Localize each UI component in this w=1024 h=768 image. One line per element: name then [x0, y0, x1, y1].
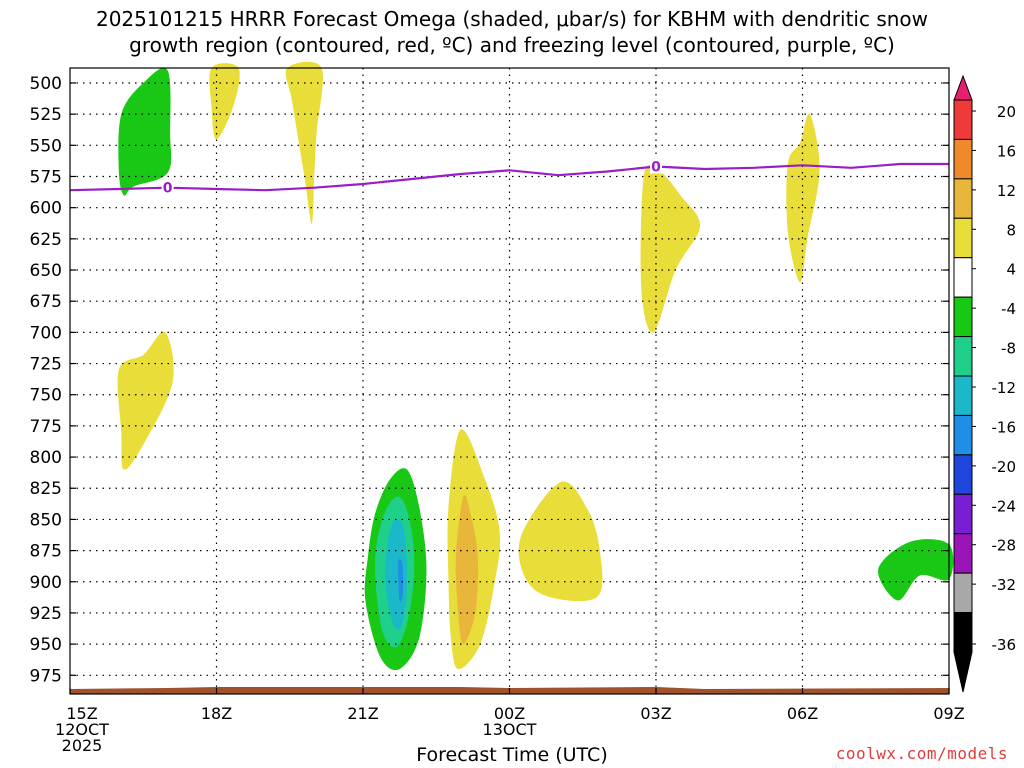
colorbar-label: 4 — [1006, 261, 1016, 279]
omega-region-4 — [518, 481, 603, 602]
omega-region--8 — [118, 67, 172, 196]
colorbar-label: -12 — [992, 379, 1017, 397]
omega-region-4 — [209, 63, 240, 140]
omega-region--8 — [878, 539, 954, 601]
freezing-level-label: 0 — [651, 160, 661, 176]
freezing-level-label: 0 — [163, 181, 173, 197]
colorbar-cell — [953, 217, 973, 259]
y-tick-label: 500 — [30, 74, 62, 94]
omega-region-4 — [640, 164, 701, 333]
y-tick-label: 775 — [30, 417, 62, 437]
x-tick-label: 03Z — [640, 704, 671, 723]
x-tick-label: 06Z — [787, 704, 818, 723]
chart-title-line1: 2025101215 HRRR Forecast Omega (shaded, … — [95, 7, 929, 31]
colorbar-cell — [953, 99, 973, 140]
colorbar-label: -4 — [1001, 300, 1016, 318]
freezing-level-line — [69, 162, 949, 192]
omega-region--16 — [384, 519, 408, 630]
y-tick-label: 550 — [30, 136, 62, 156]
colorbar-bottom-triangle — [953, 651, 973, 693]
colorbar: 20 16 12 8 4 -4 -8 -12 -16 -20 -24 -28 -32 -36 — [953, 74, 1017, 693]
credit-link[interactable]: coolwx.com/models — [835, 744, 1008, 763]
omega-region--20 — [398, 558, 404, 603]
y-tick-label: 525 — [30, 105, 62, 125]
y-tick-label: 575 — [30, 167, 62, 187]
x-tick-label: 09Z — [933, 704, 964, 723]
y-tick-label: 975 — [30, 666, 62, 686]
colorbar-cell — [953, 612, 973, 653]
colorbar-label: 8 — [1006, 221, 1016, 239]
colorbar-label: -28 — [992, 537, 1017, 555]
y-tick-label: 625 — [30, 230, 62, 250]
y-tick-label: 825 — [30, 479, 62, 499]
freezing-level-layer: 00 — [69, 158, 949, 197]
colorbar-label: -32 — [992, 576, 1017, 594]
y-tick-label: 950 — [30, 635, 62, 655]
omega-shaded-regions — [117, 61, 954, 671]
colorbar-cell — [953, 375, 973, 416]
colorbar-cell — [953, 257, 973, 298]
y-tick-label: 725 — [30, 355, 62, 375]
colorbar-label: 20 — [997, 103, 1016, 121]
x-tick-label: 12OCT — [55, 720, 109, 739]
x-tick-label: 21Z — [347, 704, 378, 723]
y-tick-label: 925 — [30, 604, 62, 624]
colorbar-cell — [953, 414, 973, 456]
omega-region-4 — [117, 331, 174, 470]
colorbar-label: -20 — [992, 458, 1017, 476]
colorbar-label: -36 — [992, 636, 1017, 654]
colorbar-cell — [953, 138, 973, 180]
x-tick-label: 2025 — [62, 736, 103, 755]
freezing-label-bg — [650, 158, 662, 174]
omega-region-8 — [455, 494, 479, 645]
y-axis: 500 525 550 575 600 625 650 675 700 725 750 775 800 8… — [30, 74, 949, 686]
y-tick-label: 675 — [30, 292, 62, 312]
y-tick-label: 850 — [30, 510, 62, 530]
colorbar-label: 16 — [997, 142, 1016, 160]
y-tick-label: 900 — [30, 573, 62, 593]
y-tick-label: 700 — [30, 323, 62, 343]
x-tick-label: 15Z — [66, 704, 97, 723]
colorbar-cell — [953, 296, 973, 338]
colorbar-label: -16 — [992, 418, 1017, 436]
y-tick-label: 650 — [30, 261, 62, 281]
colorbar-label: -8 — [1001, 340, 1016, 358]
x-tick-label: 00Z — [494, 704, 525, 723]
colorbar-cell — [953, 572, 973, 614]
x-tick-label: 18Z — [201, 704, 232, 723]
colorbar-label: 12 — [997, 182, 1016, 200]
y-tick-label: 600 — [30, 199, 62, 219]
y-tick-label: 875 — [30, 542, 62, 562]
freezing-label-bg — [161, 179, 174, 195]
colorbar-cell — [953, 336, 973, 377]
colorbar-cell — [953, 533, 973, 574]
y-tick-label: 800 — [30, 448, 62, 468]
colorbar-cell — [953, 493, 973, 535]
x-axis-label: Forecast Time (UTC) — [416, 744, 608, 766]
colorbar-cell — [953, 178, 973, 219]
y-tick-label: 750 — [30, 386, 62, 406]
colorbar-top-triangle — [953, 74, 973, 101]
colorbar-cell — [953, 454, 973, 495]
x-tick-label: 13OCT — [483, 720, 537, 739]
omega-region-4 — [285, 61, 323, 224]
chart-title-line2: growth region (contoured, red, ºC) and f… — [129, 33, 895, 57]
colorbar-label: -24 — [992, 497, 1017, 515]
